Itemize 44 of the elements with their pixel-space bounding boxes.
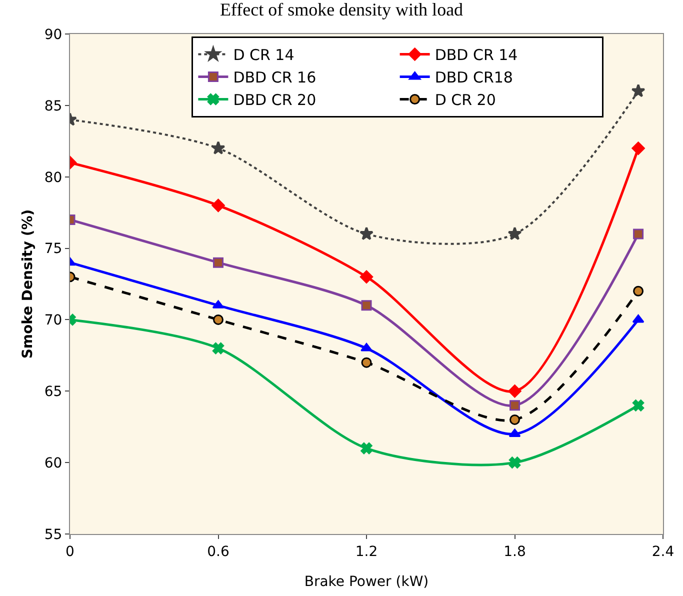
y-tick-label: 65: [44, 384, 62, 400]
point: [631, 84, 646, 98]
point: [211, 140, 226, 154]
y-tick-label: 90: [44, 26, 62, 43]
point: [508, 226, 522, 240]
point: [360, 442, 372, 454]
x-tick-label: 1.8: [504, 544, 526, 560]
point: [633, 228, 644, 240]
legend-label: DBD CR 20: [233, 91, 316, 110]
legend-label: DBD CR 14: [434, 46, 518, 64]
point: [508, 456, 521, 468]
point: [508, 384, 522, 398]
y-tick-label: 85: [44, 98, 62, 114]
point: [510, 414, 520, 425]
y-tick-label: 60: [44, 455, 62, 472]
y-tick-label: 55: [44, 526, 62, 543]
point: [632, 314, 644, 323]
point: [212, 198, 225, 212]
y-tick-label: 70: [44, 312, 62, 329]
point: [212, 342, 224, 354]
x-tick-label: 0: [66, 544, 74, 560]
y-tick-label: 80: [44, 170, 62, 186]
point: [213, 314, 224, 325]
point: [361, 357, 372, 368]
point: [361, 300, 372, 311]
point: [360, 343, 372, 352]
x-tick-label: 2.4: [652, 544, 674, 560]
y-tick-label: 75: [44, 241, 62, 258]
point: [360, 270, 374, 284]
x-axis-title: Brake Power (kW): [304, 574, 429, 590]
legend-label: D CR 20: [434, 91, 496, 110]
point: [632, 142, 645, 155]
legend-label: DBD CR18: [434, 68, 513, 87]
chart-title: Effect of smoke density with load: [220, 0, 464, 20]
point: [510, 400, 520, 411]
point: [360, 226, 374, 240]
y-axis-title: Smoke Density (%): [20, 209, 36, 359]
point: [633, 286, 644, 296]
x-tick-label: 0.6: [207, 544, 230, 560]
point: [213, 257, 224, 268]
x-tick-label: 1.2: [355, 544, 378, 560]
legend-label: D CR 14: [233, 46, 294, 64]
point: [632, 400, 644, 412]
legend-label: DBD CR 16: [233, 68, 316, 87]
